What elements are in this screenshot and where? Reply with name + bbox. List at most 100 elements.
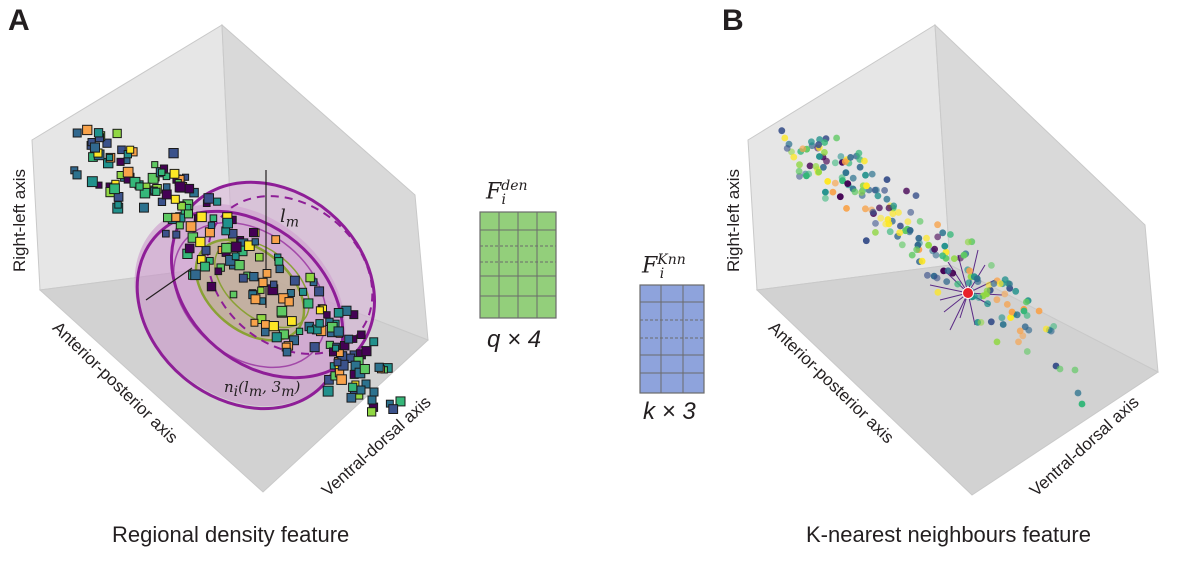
cell-point (831, 159, 839, 167)
cell-point (783, 145, 791, 152)
cell-point (897, 222, 904, 230)
cell-cube (332, 344, 340, 352)
cell-point (912, 192, 920, 200)
cell-point (812, 163, 820, 170)
cell-cube (122, 166, 134, 178)
cell-cube (177, 201, 186, 211)
region-annotation: ni(lm, 3m) (224, 378, 301, 400)
cell-cube (234, 260, 245, 271)
cell-point (815, 141, 822, 149)
cell-point (890, 202, 898, 210)
cell-point (916, 218, 924, 225)
cell-cube (162, 229, 170, 238)
cell-cube (359, 364, 370, 375)
cell-cube (169, 168, 180, 179)
cell-point (1003, 301, 1011, 308)
cell-point (943, 278, 951, 285)
knn-edge (947, 261, 969, 294)
cell-point (993, 338, 1001, 346)
cell-point (889, 210, 897, 218)
cell-cube (72, 128, 82, 138)
panel-b-letter: B (722, 4, 744, 37)
cell-point (904, 218, 912, 226)
cell-point (993, 296, 1001, 304)
cell-point (855, 149, 863, 157)
cell-point (847, 154, 854, 161)
cell-cube (284, 297, 294, 307)
cell-point (896, 229, 904, 237)
cell-cube (168, 148, 179, 159)
cell-point (1047, 327, 1055, 335)
cell-point (877, 214, 885, 222)
cell-cube (336, 349, 344, 358)
cell-point (915, 234, 923, 242)
cell-point (934, 221, 941, 229)
cell-cube (271, 332, 282, 343)
cell-point (843, 205, 850, 212)
cell-cube (89, 142, 101, 153)
cell-cube (314, 286, 325, 297)
feature-knn-dims: k × 3 (643, 398, 696, 425)
cell-point (977, 319, 985, 326)
cell-cube (190, 269, 201, 281)
cell-point (1001, 290, 1009, 298)
cell-cube (356, 385, 366, 395)
cell-cube (333, 358, 342, 367)
cell-cube (274, 257, 284, 266)
cell-point (868, 170, 876, 178)
cell-point (856, 163, 864, 171)
cell-point (988, 262, 995, 269)
cell-cube (344, 334, 354, 344)
cell-cube (346, 392, 357, 403)
cell-cube (261, 327, 270, 337)
feature-den-label: Fdeni (486, 178, 528, 208)
cell-cube (203, 193, 214, 204)
cell-cube (369, 337, 379, 347)
cell-point (975, 294, 983, 301)
cell-point (863, 182, 870, 190)
cell-point (883, 176, 891, 184)
cell-point (839, 177, 846, 185)
cell-cube (336, 374, 347, 385)
cell-cube (289, 275, 300, 286)
cell-cube (348, 382, 358, 392)
cell-cube (229, 290, 238, 299)
cell-cube (367, 395, 377, 405)
cell-point (816, 136, 823, 143)
cell-cube (172, 230, 181, 239)
cell-cube (249, 272, 259, 282)
feature-den-dims: q × 4 (487, 326, 542, 353)
feature-knn-matrix (639, 284, 705, 394)
cell-point (931, 245, 938, 253)
cell-cube (361, 379, 371, 389)
cell-point (903, 187, 910, 195)
cell-point (844, 180, 852, 188)
cell-point (806, 162, 814, 170)
cell-cube (395, 396, 406, 407)
panel-a-right-left-axis-label: Right-left axis (10, 169, 29, 272)
cell-cube (184, 209, 193, 219)
cell-cube (206, 281, 217, 292)
cell-cube (305, 272, 315, 283)
cell-cube (123, 157, 131, 165)
cell-cube (315, 319, 324, 328)
cell-cube (106, 153, 114, 162)
length-annotation: lm (280, 206, 300, 231)
cell-point (842, 169, 850, 177)
cell-cube (255, 252, 264, 262)
cell-point (974, 278, 982, 285)
cell-cube (82, 124, 93, 136)
cell-cube (251, 238, 259, 246)
cell-point (1035, 307, 1043, 315)
cell-cube (135, 182, 144, 191)
cell-point (872, 229, 879, 236)
cell-cube (158, 168, 166, 177)
cell-cube (152, 187, 161, 196)
cell-point (881, 187, 888, 194)
cell-point (939, 252, 946, 260)
cell-point (908, 251, 916, 259)
cell-cube (72, 170, 82, 180)
cell-point (1006, 280, 1013, 288)
cell-cube (222, 217, 233, 229)
